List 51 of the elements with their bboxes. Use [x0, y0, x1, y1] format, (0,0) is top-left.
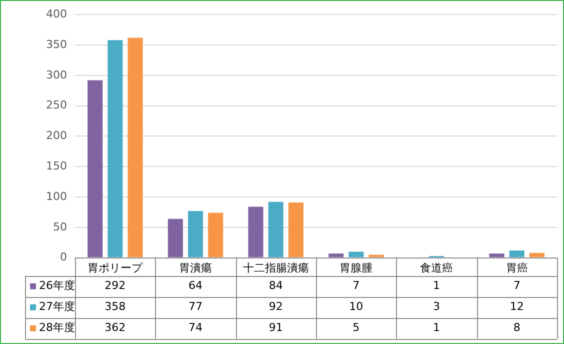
data-label: 91 — [268, 321, 283, 334]
data-label: 10 — [349, 300, 364, 314]
x-tick-label: 食道癌 — [420, 261, 453, 274]
y-tick-label: 400 — [46, 7, 67, 20]
bar — [529, 252, 544, 258]
y-tick-label: 300 — [46, 68, 67, 82]
data-label: 7 — [513, 279, 520, 292]
data-label: 1 — [433, 279, 440, 292]
bar — [248, 206, 264, 258]
data-label: 292 — [104, 279, 126, 292]
y-tick-label: 200 — [46, 129, 67, 142]
x-tick-label: 十二指腸潰瘍 — [242, 261, 309, 274]
data-label: 7 — [352, 279, 360, 292]
bar — [288, 202, 304, 258]
x-tick-label: 胃癌 — [506, 261, 528, 274]
bar — [509, 250, 524, 258]
bar — [208, 212, 224, 258]
y-tick-label: 150 — [46, 159, 67, 172]
x-tick-label: 胃潰瘍 — [179, 261, 212, 274]
bar — [128, 38, 143, 258]
data-label: 1 — [433, 321, 440, 334]
bar — [168, 218, 183, 258]
bar — [88, 80, 103, 258]
x-tick-label: 胃腺腫 — [340, 261, 373, 274]
bar — [489, 254, 504, 258]
bar — [328, 254, 344, 258]
y-tick-label: 100 — [46, 190, 67, 203]
x-tick-label: 胃ポリープ — [88, 261, 144, 274]
bar — [268, 202, 284, 258]
legend-label: 26年度 — [39, 279, 75, 292]
bar — [188, 210, 204, 258]
data-label: 8 — [513, 321, 520, 334]
data-label: 358 — [104, 300, 126, 314]
data-label: 3 — [433, 300, 440, 314]
legend-label: 27年度 — [39, 300, 75, 314]
bar — [108, 40, 123, 258]
data-label: 77 — [188, 300, 202, 314]
data-label: 12 — [510, 300, 524, 314]
bar — [348, 252, 364, 258]
data-label: 5 — [352, 321, 360, 334]
y-tick-label: 50 — [53, 220, 67, 234]
data-label: 92 — [268, 300, 283, 314]
data-label: 84 — [268, 279, 283, 292]
legend-label: 28年度 — [39, 321, 75, 334]
y-tick-label: 0 — [60, 250, 67, 264]
y-tick-label: 250 — [46, 98, 67, 112]
data-label: 74 — [188, 321, 202, 334]
data-label: 362 — [104, 321, 126, 334]
y-tick-label: 350 — [46, 38, 67, 51]
bar — [368, 254, 384, 258]
data-label: 64 — [188, 279, 202, 292]
